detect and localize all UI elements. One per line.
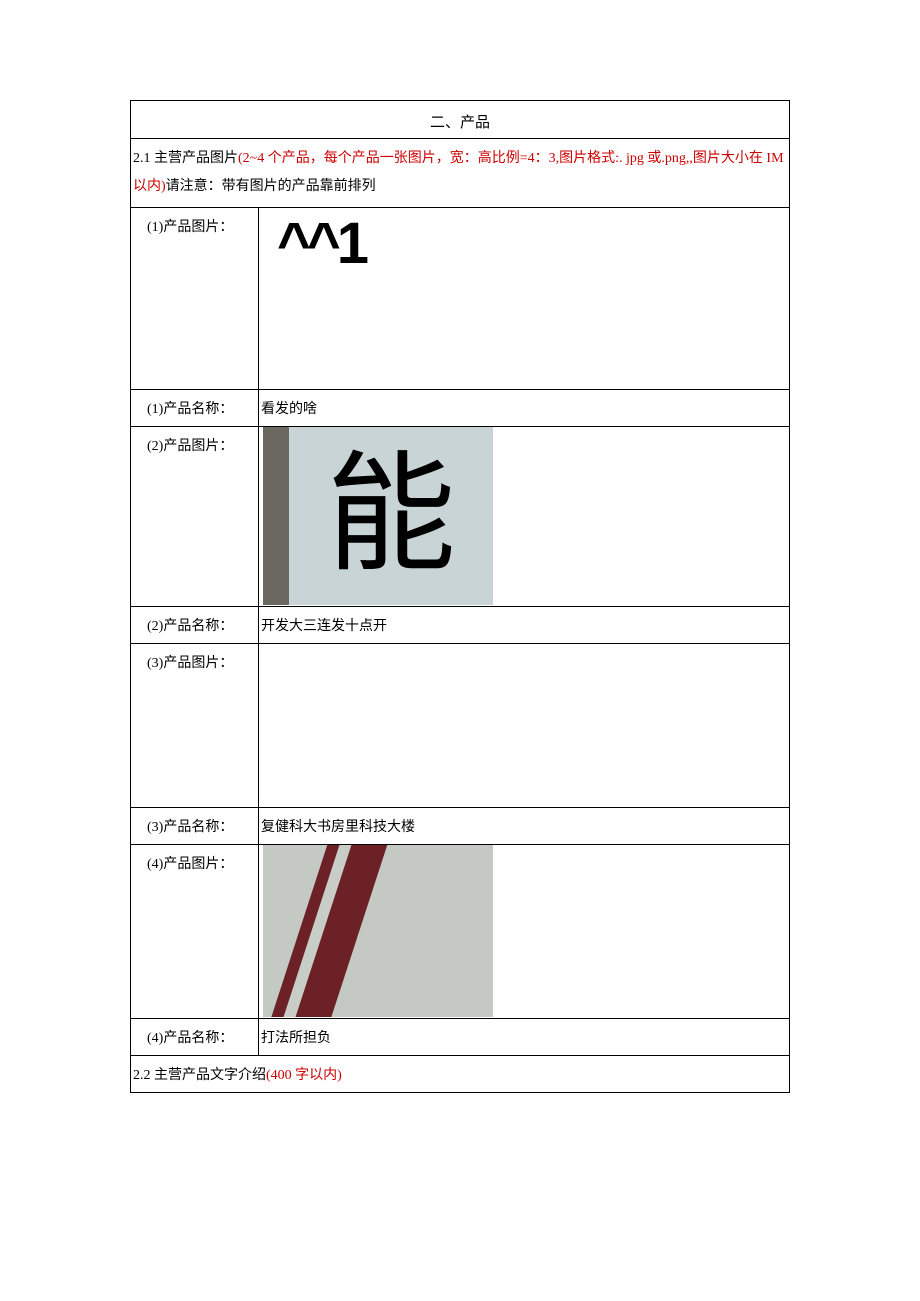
product-3-name-label: (3)产品名称： <box>131 808 259 844</box>
section-21-note: 请注意：带有图片的产品靠前排列 <box>166 179 376 194</box>
product-1-name-row: (1)产品名称： 看发的啥 <box>131 390 789 427</box>
section-21-instructions: 2.1 主营产品图片(2~4 个产品，每个产品一张图片，宽：高比例=4：3,图片… <box>131 139 789 208</box>
product-4-image-row: (4)产品图片： <box>131 845 789 1019</box>
product-3-name-row: (3)产品名称： 复健科大书房里科技大楼 <box>131 808 789 845</box>
section-22-prefix: 2.2 主营产品文字介绍 <box>133 1068 266 1083</box>
product-1-name-label: (1)产品名称： <box>131 390 259 426</box>
product-2-name-value: 开发大三连发十点开 <box>259 607 789 643</box>
product-1-image-cell: ^^1 <box>259 208 789 389</box>
product-2-name-row: (2)产品名称： 开发大三连发十点开 <box>131 607 789 644</box>
product-3-image-cell <box>259 644 789 807</box>
product-3-image-row: (3)产品图片： <box>131 644 789 808</box>
product-2-name-label: (2)产品名称： <box>131 607 259 643</box>
product-2-image-placeholder: 能 <box>263 427 493 605</box>
product-2-image-row: (2)产品图片： 能 <box>131 427 789 607</box>
product-1-image-label: (1)产品图片： <box>131 208 259 389</box>
product-1-name-value: 看发的啥 <box>259 390 789 426</box>
product-1-image-placeholder: ^^1 <box>263 208 379 279</box>
product-4-name-label: (4)产品名称： <box>131 1019 259 1055</box>
section-22-row: 2.2 主营产品文字介绍(400 字以内) <box>131 1056 789 1092</box>
product-3-name-value: 复健科大书房里科技大楼 <box>259 808 789 844</box>
product-form-table: 二、产品 2.1 主营产品图片(2~4 个产品，每个产品一张图片，宽：高比例=4… <box>130 100 790 1093</box>
product-2-image-cell: 能 <box>259 427 789 606</box>
product-4-image-placeholder <box>263 845 493 1017</box>
product-1-image-row: (1)产品图片： ^^1 <box>131 208 789 390</box>
section-21-prefix: 2.1 主营产品图片 <box>133 151 238 166</box>
product-4-image-cell <box>259 845 789 1018</box>
section-title: 二、产品 <box>430 115 490 131</box>
product-3-image-label: (3)产品图片： <box>131 644 259 807</box>
product-4-stroke <box>266 845 391 1017</box>
section-22-red-note: (400 字以内) <box>266 1068 342 1083</box>
product-2-image-label: (2)产品图片： <box>131 427 259 606</box>
section-header: 二、产品 <box>131 101 789 139</box>
product-4-image-label: (4)产品图片： <box>131 845 259 1018</box>
product-4-name-row: (4)产品名称： 打法所担负 <box>131 1019 789 1056</box>
product-4-name-value: 打法所担负 <box>259 1019 789 1055</box>
product-2-image-char: 能 <box>326 451 456 581</box>
